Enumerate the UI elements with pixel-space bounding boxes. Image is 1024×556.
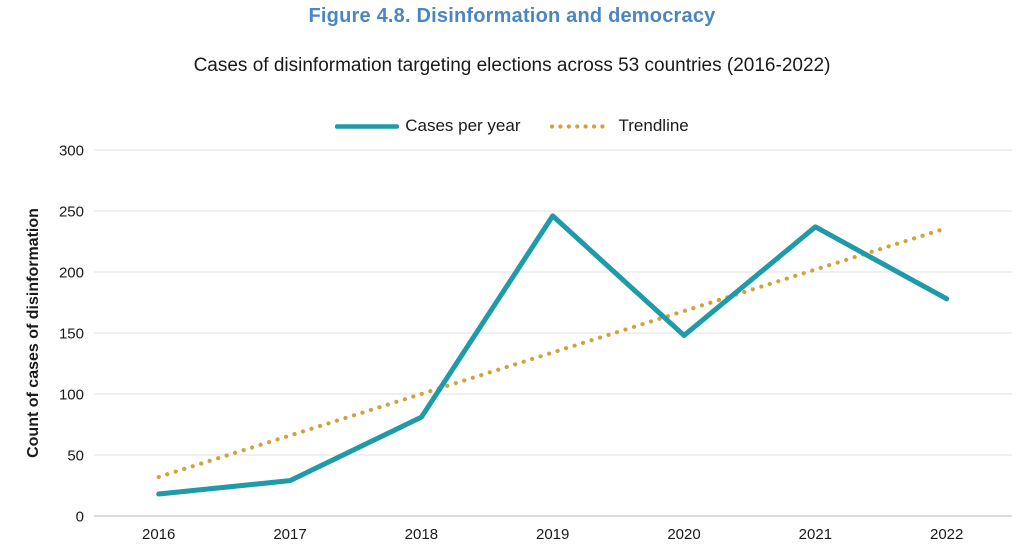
y-tick-label: 200 [59,265,84,282]
y-tick-label: 250 [59,204,84,221]
solid-line-swatch-icon [335,123,400,129]
x-tick-labels: 2016 2017 2018 2019 2020 2021 2022 [142,526,963,543]
x-tick-label: 2022 [930,526,963,543]
dotted-line-swatch-icon [549,123,612,129]
x-tick-label: 2018 [405,526,438,543]
x-tick-label: 2019 [536,526,569,543]
chart-title: Cases of disinformation targeting electi… [193,55,831,76]
x-tick-label: 2017 [273,526,306,543]
legend-label-cases-per-year: Cases per year [405,116,521,135]
cases-per-year-series [156,213,950,497]
x-tick-label: 2021 [799,526,832,543]
legend-label-trendline: Trendline [618,116,689,135]
x-tick-label: 2020 [667,526,700,543]
legend-item-trendline: Trendline [549,116,689,136]
y-tick-label: 0 [76,509,84,526]
x-tick-label: 2016 [142,526,175,543]
chart-legend: Cases per year Trendline [0,116,1024,136]
y-tick-labels: 0 50 100 150 200 250 300 [59,143,84,526]
legend-item-cases-per-year: Cases per year [335,116,521,136]
y-tick-label: 50 [67,448,84,465]
y-tick-label: 150 [59,326,84,343]
gridlines [94,149,1012,517]
trendline-series [156,225,949,480]
y-tick-label: 300 [59,143,84,160]
figure-title: Figure 4.8. Disinformation and democracy [308,5,716,27]
y-tick-label: 100 [59,387,84,404]
